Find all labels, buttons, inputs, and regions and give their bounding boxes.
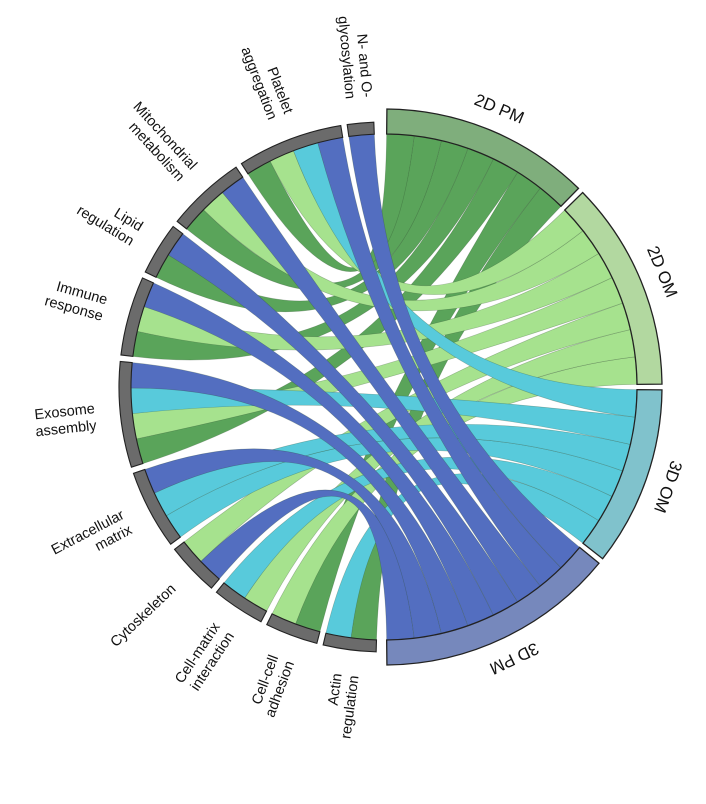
- category-label-actin: Actinregulation: [321, 672, 362, 739]
- group-segment-2d-om: [563, 191, 663, 386]
- category-segment-actin: [322, 632, 378, 653]
- category-segment-exo: [118, 360, 144, 468]
- category-segment-cellcell: [266, 613, 321, 645]
- category-label-ecm: Extracellularmatrix: [49, 507, 136, 574]
- category-label-exo: Exosomeassembly: [33, 401, 98, 440]
- category-segment-mito: [176, 166, 244, 230]
- category-segment-ecm: [132, 468, 182, 545]
- category-segment-platelet: [240, 124, 344, 175]
- category-segment-lipid: [144, 225, 184, 278]
- category-label-cellcell: Cell-celladhesion: [246, 653, 297, 720]
- group-label-2d-pm: 2D PM: [472, 90, 527, 127]
- category-segment-cellmatrix: [215, 582, 268, 623]
- category-label-platelet: Plateletaggregation: [238, 39, 296, 122]
- category-label-lipid: Lipidregulation: [74, 188, 146, 249]
- group-label-3d-om: 3D OM: [650, 458, 686, 515]
- category-label-immune: Immuneresponse: [43, 277, 109, 325]
- group-label-2d-om: 2D OM: [643, 243, 681, 300]
- group-segment-3d-pm: [385, 546, 600, 666]
- category-label-glyco: N- and O-glycosylation: [335, 14, 375, 100]
- segment-layer: [118, 108, 663, 666]
- group-segment-2d-pm: [385, 108, 580, 208]
- category-label-mito: Mitochondrialmetabolism: [117, 99, 200, 185]
- category-segment-immune: [120, 277, 155, 358]
- category-segment-glyco: [346, 121, 375, 138]
- category-label-cyto: Cytoskeleton: [108, 581, 180, 650]
- group-label-3d-pm: 3D PM: [487, 639, 542, 679]
- ribbon-layer: [130, 133, 638, 641]
- group-segment-3d-om: [582, 388, 663, 560]
- category-label-cellmatrix: Cell-matrixinteraction: [172, 619, 238, 696]
- category-segment-cyto: [173, 541, 221, 589]
